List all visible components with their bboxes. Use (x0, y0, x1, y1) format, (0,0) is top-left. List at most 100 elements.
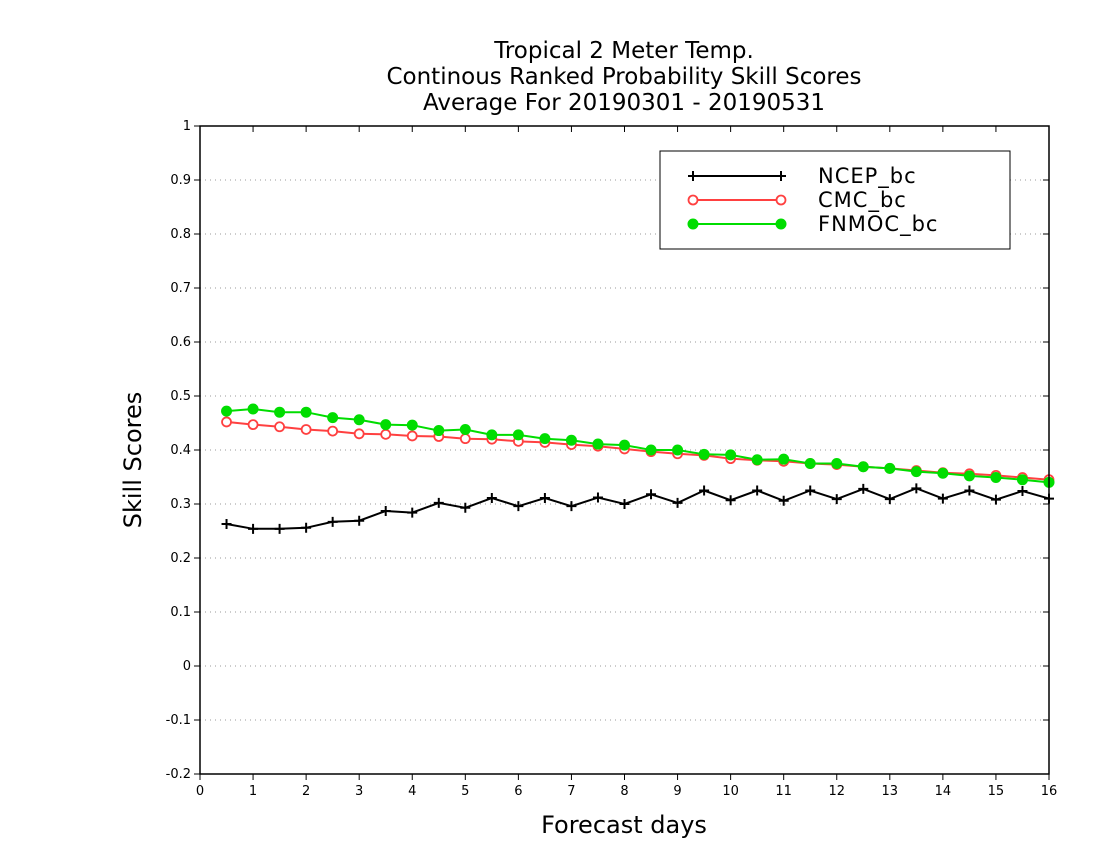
x-tick-label: 5 (461, 784, 469, 799)
series-fnmoc-bc (221, 403, 1055, 488)
x-axis-ticks: 0 1 2 3 4 5 6 7 8 9 10 11 12 13 14 15 16 (196, 126, 1057, 799)
legend-marker-ncep-bc (776, 171, 786, 181)
data-point-fnmoc-bc (433, 425, 445, 437)
x-tick-label: 12 (828, 784, 845, 799)
data-point-ncep-bc (274, 523, 285, 534)
data-point-ncep-bc (619, 499, 630, 509)
data-point-fnmoc-bc (672, 444, 684, 456)
data-point-ncep-bc (646, 489, 657, 500)
chart-title-line-3: Average For 20190301 - 20190531 (423, 90, 825, 116)
data-point-ncep-bc (433, 497, 444, 508)
y-tick-label: 1 (183, 119, 191, 134)
data-point-fnmoc-bc (910, 466, 922, 478)
x-axis-title: Forecast days (541, 811, 707, 839)
y-tick-label: 0.9 (170, 173, 191, 188)
y-axis-ticks: -0.2 -0.1 0 0.1 0.2 0.3 0.4 0.5 0.6 0.7 0.8 0.9 1 (166, 119, 1049, 782)
data-point-ncep-bc (964, 485, 975, 496)
chart-title-line-2: Continous Ranked Probability Skill Score… (386, 64, 861, 90)
legend-item-cmc-bc: CMC_bc (687, 188, 906, 213)
legend-marker-cmc-bc (687, 194, 699, 206)
data-point-fnmoc-bc (274, 406, 286, 418)
data-point-fnmoc-bc (725, 449, 737, 461)
x-tick-label: 6 (514, 784, 522, 799)
data-point-cmc-bc (247, 419, 259, 431)
data-point-fnmoc-bc (990, 472, 1002, 484)
data-point-fnmoc-bc (937, 467, 949, 479)
legend-item-fnmoc-bc: FNMOC_bc (687, 212, 937, 237)
data-point-ncep-bc (460, 502, 471, 513)
y-axis-title: Skill Scores (119, 392, 147, 529)
x-tick-label: 10 (722, 784, 739, 799)
data-point-fnmoc-bc (592, 438, 604, 450)
data-point-fnmoc-bc (884, 462, 896, 474)
data-point-ncep-bc (725, 495, 736, 506)
chart-title-line-1: Tropical 2 Meter Temp. (493, 38, 754, 64)
data-point-cmc-bc (459, 433, 471, 445)
x-tick-label: 2 (302, 784, 310, 799)
data-point-ncep-bc (858, 483, 869, 494)
data-point-ncep-bc (990, 494, 1001, 505)
data-point-cmc-bc (353, 428, 365, 440)
data-point-ncep-bc (248, 523, 259, 534)
data-point-ncep-bc (831, 494, 842, 505)
data-point-cmc-bc (300, 424, 312, 435)
data-point-cmc-bc (327, 425, 339, 437)
legend-marker-cmc-bc (775, 194, 787, 206)
legend-marker-fnmoc-bc (775, 218, 787, 230)
series-line-ncep-bc (226, 487, 1050, 530)
y-tick-label: 0.2 (170, 551, 191, 566)
plot-frame (199, 125, 1050, 775)
data-point-ncep-bc (672, 497, 683, 508)
x-tick-label: 4 (408, 784, 416, 799)
data-point-fnmoc-bc (751, 454, 763, 466)
data-point-ncep-bc (592, 492, 603, 503)
data-point-ncep-bc (380, 506, 391, 517)
y-tick-label: 0.4 (170, 443, 191, 458)
data-point-fnmoc-bc (539, 433, 551, 445)
data-point-fnmoc-bc (300, 406, 312, 418)
series-cmc-bc (221, 416, 1055, 486)
x-tick-label: 1 (249, 784, 257, 799)
data-point-fnmoc-bc (619, 439, 630, 451)
data-point-ncep-bc (221, 518, 232, 529)
data-point-ncep-bc (539, 493, 550, 504)
data-point-fnmoc-bc (804, 458, 816, 469)
x-tick-label: 0 (196, 784, 204, 799)
legend-box (659, 150, 1011, 250)
data-point-fnmoc-bc (857, 461, 869, 473)
data-point-ncep-bc (327, 516, 338, 527)
chart-title: Tropical 2 Meter Temp. Continous Ranked … (386, 38, 861, 116)
x-tick-label: 15 (988, 784, 1005, 799)
data-point-cmc-bc (274, 421, 285, 433)
data-point-cmc-bc (406, 430, 418, 442)
data-point-ncep-bc (805, 485, 816, 496)
data-point-ncep-bc (778, 495, 789, 506)
x-tick-label: 8 (620, 784, 628, 799)
y-tick-label: 0.1 (170, 605, 191, 620)
x-tick-label: 14 (935, 784, 952, 799)
y-tick-label: 0.8 (170, 227, 191, 242)
x-tick-label: 9 (673, 784, 681, 799)
data-point-ncep-bc (884, 494, 895, 505)
x-tick-label: 13 (882, 784, 899, 799)
data-point-ncep-bc (407, 507, 418, 518)
data-point-fnmoc-bc (512, 429, 524, 441)
data-point-ncep-bc (699, 485, 710, 496)
data-point-ncep-bc (937, 493, 948, 504)
data-point-fnmoc-bc (406, 419, 418, 431)
y-tick-label: 0.7 (170, 281, 191, 296)
data-point-fnmoc-bc (778, 453, 790, 465)
data-point-ncep-bc (354, 515, 365, 526)
legend-label-ncep-bc: NCEP_bc (818, 164, 917, 189)
series-group (221, 403, 1055, 534)
series-line-cmc-bc (226, 420, 1050, 481)
data-point-ncep-bc (486, 493, 497, 504)
data-point-fnmoc-bc (1016, 474, 1028, 486)
data-point-fnmoc-bc (459, 423, 471, 435)
data-point-fnmoc-bc (221, 405, 233, 417)
series-ncep-bc (221, 483, 1054, 534)
data-point-fnmoc-bc (698, 448, 710, 460)
y-tick-label: 0 (183, 659, 191, 674)
